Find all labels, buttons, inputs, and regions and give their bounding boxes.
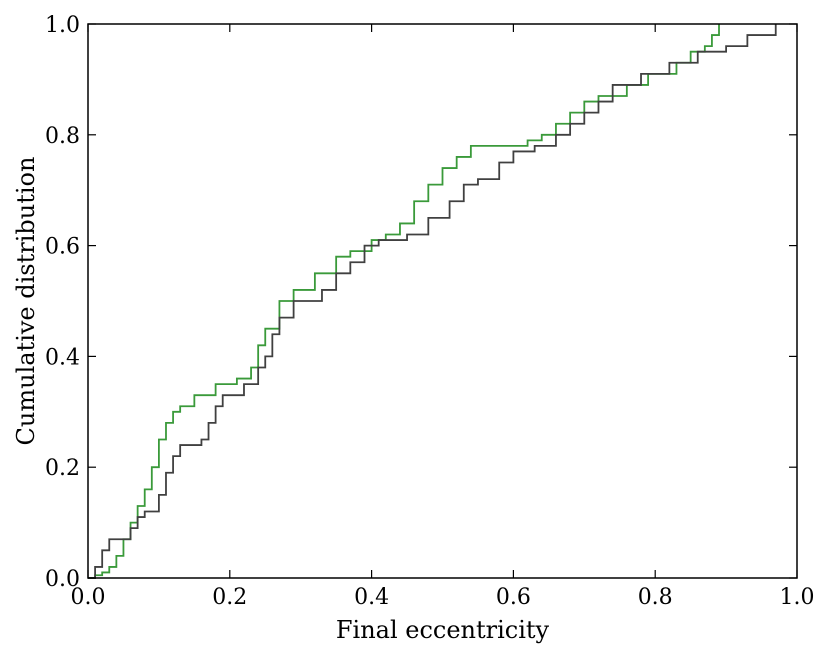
y-tick-label: 0.6 xyxy=(45,235,80,260)
x-tick-label: 0.4 xyxy=(354,585,389,610)
y-tick-label: 0.0 xyxy=(45,567,80,592)
series-line-1 xyxy=(88,24,720,579)
y-tick-label: 0.4 xyxy=(45,345,80,370)
axes-frame xyxy=(87,23,798,579)
y-tick-label: 0.2 xyxy=(45,456,80,481)
plot-area xyxy=(87,23,798,579)
ticks-layer xyxy=(87,23,798,579)
tick-labels: 0.0 0.2 0.4 0.6 0.8 1.0 0.0 0.2 0.4 0.6 0.8 1.0 xyxy=(45,13,815,610)
x-tick-label: 0.2 xyxy=(212,585,247,610)
x-tick-label: 0.6 xyxy=(496,585,531,610)
y-tick-label: 0.8 xyxy=(45,124,80,149)
series-line-2 xyxy=(88,24,777,579)
x-tick-label: 0.0 xyxy=(71,585,106,610)
y-tick-label: 1.0 xyxy=(45,13,80,38)
x-tick-label: 1.0 xyxy=(780,585,815,610)
x-axis-label: Final eccentricity xyxy=(336,616,550,644)
y-axis-label: Cumulative distribution xyxy=(12,157,40,446)
x-tick-label: 0.8 xyxy=(638,585,673,610)
series-layer xyxy=(88,24,777,579)
